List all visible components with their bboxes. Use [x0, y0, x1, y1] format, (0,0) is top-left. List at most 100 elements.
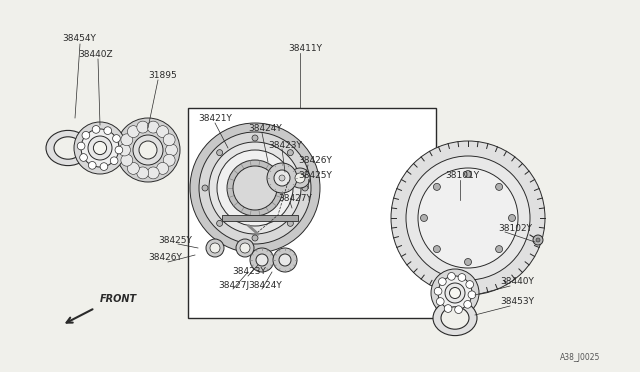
Circle shape [81, 129, 119, 167]
Circle shape [227, 160, 283, 216]
Circle shape [202, 185, 208, 191]
Circle shape [267, 163, 297, 193]
Text: 38425Y: 38425Y [158, 235, 192, 244]
Circle shape [163, 154, 175, 166]
Ellipse shape [433, 301, 477, 336]
Circle shape [274, 170, 290, 186]
Circle shape [116, 118, 180, 182]
Circle shape [468, 291, 476, 299]
Circle shape [465, 170, 472, 177]
Circle shape [509, 215, 515, 221]
Text: 31895: 31895 [148, 71, 177, 80]
Circle shape [290, 168, 310, 188]
Circle shape [449, 288, 461, 298]
Circle shape [82, 131, 90, 139]
Circle shape [391, 141, 545, 295]
Circle shape [302, 185, 308, 191]
Text: A38_J0025: A38_J0025 [559, 353, 600, 362]
Circle shape [435, 288, 442, 295]
Circle shape [533, 235, 543, 245]
Text: 38453Y: 38453Y [500, 298, 534, 307]
Circle shape [80, 154, 88, 161]
Circle shape [113, 135, 120, 142]
Circle shape [133, 135, 163, 165]
Circle shape [110, 157, 118, 164]
Circle shape [147, 121, 159, 133]
Text: 38423Y: 38423Y [268, 141, 302, 150]
Circle shape [444, 305, 452, 312]
Circle shape [433, 183, 440, 190]
Circle shape [252, 235, 258, 241]
Circle shape [77, 142, 85, 150]
Circle shape [445, 283, 465, 303]
Circle shape [104, 127, 111, 135]
Bar [222, 215, 298, 221]
Circle shape [252, 135, 258, 141]
Circle shape [127, 126, 140, 138]
Text: 38101Y: 38101Y [445, 170, 479, 180]
Circle shape [431, 269, 479, 317]
Circle shape [163, 134, 175, 146]
Text: 38424Y: 38424Y [248, 124, 282, 132]
Circle shape [88, 161, 96, 169]
Text: 38427J: 38427J [218, 280, 249, 289]
Circle shape [406, 156, 530, 280]
Text: 38411Y: 38411Y [288, 44, 322, 52]
Text: FRONT: FRONT [100, 294, 137, 304]
Circle shape [287, 220, 293, 226]
Circle shape [454, 306, 462, 314]
Circle shape [118, 144, 131, 156]
Circle shape [137, 167, 148, 179]
Ellipse shape [46, 131, 90, 166]
Circle shape [466, 280, 474, 288]
Circle shape [295, 173, 305, 183]
Text: 38440Y: 38440Y [500, 278, 534, 286]
Circle shape [121, 134, 132, 146]
Text: 38440Z: 38440Z [78, 49, 113, 58]
Text: 38423Y: 38423Y [232, 267, 266, 276]
Circle shape [438, 276, 472, 310]
Circle shape [121, 154, 132, 166]
Circle shape [465, 259, 472, 266]
Text: 38426Y: 38426Y [298, 155, 332, 164]
FancyBboxPatch shape [188, 108, 436, 318]
Circle shape [93, 141, 107, 155]
Circle shape [273, 248, 297, 272]
Circle shape [190, 123, 320, 253]
Text: 38454Y: 38454Y [62, 33, 96, 42]
Circle shape [433, 246, 440, 253]
Circle shape [495, 183, 502, 190]
Circle shape [464, 301, 472, 308]
Circle shape [92, 126, 100, 133]
Ellipse shape [441, 307, 469, 329]
Circle shape [420, 215, 428, 221]
Circle shape [217, 150, 293, 226]
Circle shape [206, 239, 224, 257]
Circle shape [287, 150, 293, 155]
Circle shape [418, 168, 518, 268]
Text: 38102Y: 38102Y [498, 224, 532, 232]
Circle shape [217, 220, 223, 226]
Circle shape [536, 238, 540, 242]
Circle shape [147, 167, 159, 179]
Text: 38425Y: 38425Y [298, 170, 332, 180]
Text: 38424Y: 38424Y [248, 280, 282, 289]
Circle shape [250, 248, 274, 272]
Circle shape [217, 150, 223, 155]
Circle shape [157, 126, 168, 138]
Circle shape [157, 163, 168, 174]
Circle shape [240, 243, 250, 253]
Text: 38427Y: 38427Y [278, 193, 312, 202]
Text: 38421Y: 38421Y [198, 113, 232, 122]
Text: 38426Y: 38426Y [148, 253, 182, 263]
Circle shape [74, 122, 126, 174]
Circle shape [236, 239, 254, 257]
Circle shape [209, 142, 301, 234]
Circle shape [256, 254, 268, 266]
Circle shape [137, 121, 148, 133]
Circle shape [100, 163, 108, 170]
Circle shape [166, 144, 177, 156]
Circle shape [438, 278, 446, 285]
Circle shape [396, 146, 540, 290]
Ellipse shape [54, 137, 82, 159]
